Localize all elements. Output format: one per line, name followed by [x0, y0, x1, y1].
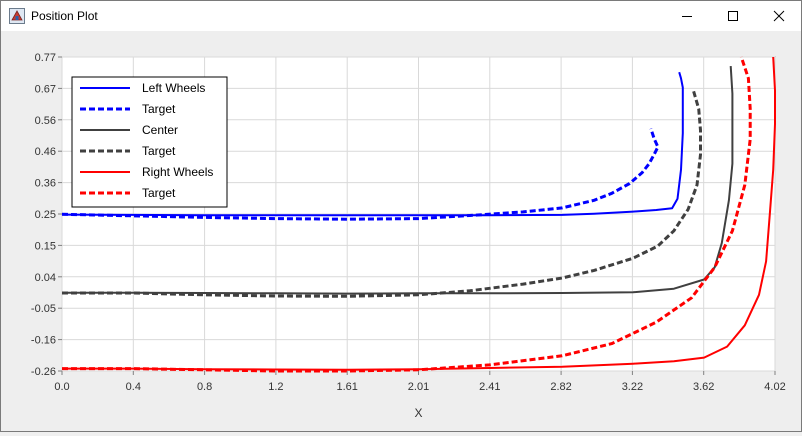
window-title: Position Plot	[31, 9, 98, 23]
y-tick-label: -0.26	[31, 366, 56, 378]
series-line-3	[62, 66, 734, 295]
x-tick-label: 1.61	[336, 381, 357, 393]
legend-label: Center	[142, 123, 178, 137]
maximize-button[interactable]	[710, 1, 756, 31]
y-tick-label: 0.25	[35, 209, 56, 221]
x-tick-label: 3.62	[693, 381, 714, 393]
series-line-5	[62, 56, 776, 371]
legend: Left Wheels Target Center Target Right Wheel…	[71, 76, 228, 208]
minimize-button[interactable]	[664, 1, 710, 31]
close-icon	[773, 10, 785, 22]
x-axis-ticks: 0.0 0.4 0.8 1.2 1.61 2.01 2.41 2.82 3.22 3.62 4.02	[54, 371, 786, 393]
x-tick-label: 0.8	[197, 381, 212, 393]
y-tick-label: 0.46	[35, 146, 56, 158]
series-line-1	[61, 71, 684, 217]
close-button[interactable]	[756, 1, 802, 31]
y-axis-ticks: -0.26 -0.16 -0.05 0.04 0.15 0.25 0.36 0.46 0.56 0…	[31, 52, 62, 378]
legend-label: Left Wheels	[142, 81, 205, 95]
y-tick-label: 0.56	[35, 115, 56, 127]
x-tick-label: 0.4	[126, 381, 141, 393]
x-axis-label: X	[414, 406, 422, 420]
y-tick-label: 0.04	[35, 272, 56, 284]
legend-label: Target	[142, 144, 176, 158]
series-line-2	[61, 128, 660, 221]
x-tick-label: 3.22	[622, 381, 643, 393]
y-tick-label: -0.16	[31, 335, 56, 347]
minimize-icon	[681, 10, 693, 22]
position-plot-chart: 0.0 0.4 0.8 1.2 1.61 2.01 2.41 2.82 3.22 3.62 4.02…	[31, 52, 786, 420]
series-line-4	[62, 90, 702, 298]
chart-panel: 0.0 0.4 0.8 1.2 1.61 2.01 2.41 2.82 3.22 3.62 4.02…	[1, 31, 801, 431]
legend-label: Target	[142, 186, 176, 200]
x-tick-label: 1.2	[268, 381, 283, 393]
y-tick-label: 0.67	[35, 83, 56, 95]
legend-box	[71, 76, 228, 208]
x-tick-label: 2.01	[408, 381, 429, 393]
x-tick-label: 2.82	[550, 381, 571, 393]
legend-label: Target	[142, 102, 176, 116]
series-layer	[61, 56, 776, 373]
y-tick-label: -0.05	[31, 303, 56, 315]
y-tick-label: 0.15	[35, 240, 56, 252]
maximize-icon	[727, 10, 739, 22]
x-tick-label: 2.41	[479, 381, 500, 393]
x-tick-label: 0.0	[54, 381, 69, 393]
series-line-6	[62, 56, 752, 373]
x-tick-label: 4.02	[764, 381, 785, 393]
java-app-icon	[9, 8, 25, 24]
legend-label: Right Wheels	[142, 165, 213, 179]
y-tick-label: 0.77	[35, 52, 56, 64]
title-bar[interactable]: Position Plot	[1, 1, 801, 31]
y-tick-label: 0.36	[35, 178, 56, 190]
